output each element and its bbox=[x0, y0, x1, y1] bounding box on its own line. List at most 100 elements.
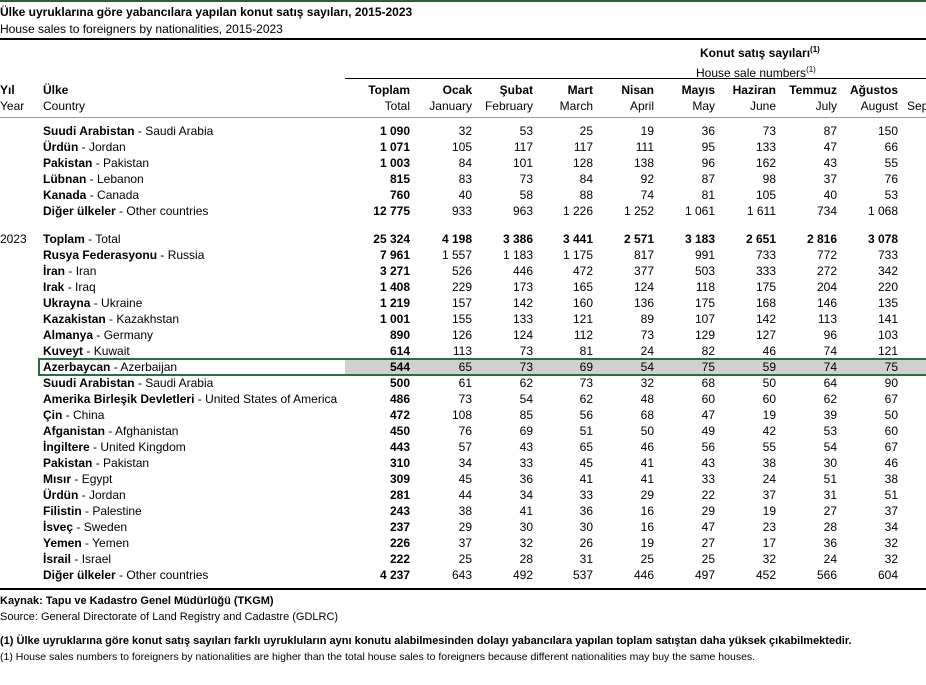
total-cell: 226 bbox=[389, 536, 410, 550]
table-row[interactable]: Pakistan - Pakistan 1 003 84 101 128 138 96 162… bbox=[0, 155, 926, 171]
month-cell: 4 198 bbox=[441, 232, 472, 246]
month-cell: 73 bbox=[519, 172, 533, 186]
month-cell: 124 bbox=[633, 280, 654, 294]
month-cell: 29 bbox=[640, 488, 654, 502]
country-tr: Kuveyt bbox=[43, 344, 84, 358]
month-cell: 50 bbox=[640, 424, 654, 438]
month-cell: 51 bbox=[579, 424, 593, 438]
month-cell: 1 226 bbox=[562, 204, 593, 218]
month-cell: 36 bbox=[519, 472, 533, 486]
table-row[interactable]: Ürdün - Jordan 1 071 105 117 117 111 95 133 47 66 bbox=[0, 139, 926, 155]
country-en: Pakistan bbox=[103, 156, 150, 170]
table-row[interactable]: Azerbaycan - Azerbaijan 544 65 73 69 54 75 59 74… bbox=[0, 358, 926, 376]
country-cell: Diğer ülkeler - Other countries bbox=[43, 204, 209, 218]
country-tr: İran bbox=[43, 264, 66, 278]
header-june-tr: Haziran bbox=[732, 83, 776, 97]
table-row[interactable]: Çin - China 472 108 85 56 68 47 19 39 50 bbox=[0, 407, 926, 423]
month-cell: 66 bbox=[884, 140, 898, 154]
total-cell: 281 bbox=[389, 488, 410, 502]
month-cell: 74 bbox=[823, 360, 837, 374]
header-august-en: August bbox=[860, 99, 898, 113]
month-cell: 734 bbox=[816, 204, 837, 218]
month-cell: 175 bbox=[694, 296, 715, 310]
table-row[interactable]: Filistin - Palestine 243 38 41 36 16 29 19 27 37 bbox=[0, 503, 926, 519]
month-cell: 68 bbox=[701, 376, 715, 390]
country-cell: İran - Iran bbox=[43, 264, 97, 278]
month-cell: 82 bbox=[701, 344, 715, 358]
table-row[interactable]: Rusya Federasyonu - Russia 7 961 1 557 1 18… bbox=[0, 247, 926, 263]
table-row[interactable]: Ukrayna - Ukraine 1 219 157 142 160 136 175 168… bbox=[0, 295, 926, 311]
month-cell: 1 557 bbox=[441, 248, 472, 262]
table-row[interactable]: Afganistan - Afghanistan 450 76 69 51 50 49 42 5… bbox=[0, 423, 926, 439]
month-cell: 73 bbox=[762, 124, 776, 138]
country-tr: Amerika Birleşik Devletleri bbox=[43, 392, 195, 406]
top-border bbox=[0, 0, 926, 2]
month-cell: 62 bbox=[519, 376, 533, 390]
table-row[interactable]: Amerika Birleşik Devletleri - United Sta… bbox=[0, 391, 926, 407]
header-february-en: February bbox=[484, 99, 533, 113]
table-row[interactable]: Pakistan - Pakistan 310 34 33 45 41 43 38 30 46 bbox=[0, 455, 926, 471]
month-cell: 101 bbox=[512, 156, 533, 170]
table-row[interactable]: İsveç - Sweden 237 29 30 30 16 47 23 28 34 bbox=[0, 519, 926, 535]
country-tr: Lübnan bbox=[43, 172, 87, 186]
month-cell: 16 bbox=[640, 520, 654, 534]
country-en: Russia bbox=[167, 248, 205, 262]
month-cell: 56 bbox=[701, 440, 715, 454]
month-cell: 526 bbox=[451, 264, 472, 278]
month-cell: 118 bbox=[695, 280, 715, 294]
month-cell: 31 bbox=[823, 488, 837, 502]
country-tr: Ürdün bbox=[43, 140, 79, 154]
header-march-en: March bbox=[559, 99, 593, 113]
header-country-en: Country bbox=[43, 99, 86, 113]
table-row[interactable]: Kanada - Canada 760 40 58 88 74 81 105 40 53 bbox=[0, 187, 926, 203]
table-row[interactable]: Kazakistan - Kazakhstan 1 001 155 133 121 89 1… bbox=[0, 311, 926, 327]
country-cell: Pakistan - Pakistan bbox=[43, 456, 150, 470]
month-cell: 113 bbox=[452, 344, 472, 358]
month-cell: 46 bbox=[884, 456, 898, 470]
month-cell: 17 bbox=[762, 536, 776, 550]
country-tr: Kanada bbox=[43, 188, 87, 202]
country-cell: İngiltere - United Kingdom bbox=[43, 440, 186, 454]
table-row[interactable]: Lübnan - Lebanon 815 83 73 84 92 87 98 37 76 bbox=[0, 171, 926, 187]
month-cell: 105 bbox=[451, 140, 472, 154]
month-cell: 22 bbox=[701, 488, 715, 502]
month-cell: 117 bbox=[573, 140, 593, 154]
group-header-tr: Konut satış sayıları(1) bbox=[700, 42, 820, 61]
total-cell: 237 bbox=[389, 520, 410, 534]
country-en: Total bbox=[95, 232, 121, 246]
country-en: Saudi Arabia bbox=[145, 376, 214, 390]
table-row[interactable]: Toplam - Total 25 324 4 198 3 386 3 441 2 571… bbox=[0, 231, 926, 247]
table-row[interactable]: Ürdün - Jordan 281 44 34 33 29 22 37 31 51 bbox=[0, 487, 926, 503]
country-cell: Azerbaycan - Azerbaijan bbox=[43, 360, 178, 374]
table-row[interactable]: Mısır - Egypt 309 45 36 41 41 33 24 51 38 bbox=[0, 471, 926, 487]
header-may-en: May bbox=[692, 99, 715, 113]
total-cell: 12 775 bbox=[373, 204, 410, 218]
table-row[interactable]: Suudi Arabistan - Saudi Arabia 500 61 62 73 3… bbox=[0, 375, 926, 391]
table-row[interactable]: Suudi Arabistan - Saudi Arabia 1 090 32 53 2… bbox=[0, 123, 926, 139]
table-row[interactable]: Yemen - Yemen 226 37 32 26 19 27 17 36 32 bbox=[0, 535, 926, 551]
country-tr: İsrail bbox=[43, 552, 72, 566]
group-header-tr-text: Konut satış sayıları bbox=[700, 46, 811, 60]
month-cell: 36 bbox=[701, 124, 715, 138]
table-row[interactable]: İsrail - Israel 222 25 28 31 25 25 32 24 32 bbox=[0, 551, 926, 567]
country-tr: Suudi Arabistan bbox=[43, 376, 135, 390]
month-cell: 96 bbox=[823, 328, 837, 342]
table-row[interactable]: Almanya - Germany 890 126 124 112 73 129 127 96 1… bbox=[0, 327, 926, 343]
table-row[interactable]: Kuveyt - Kuwait 614 113 73 81 24 82 46 74 121 bbox=[0, 343, 926, 359]
month-cell: 933 bbox=[451, 204, 472, 218]
header-august-tr: Ağustos bbox=[850, 83, 898, 97]
table-row[interactable]: İngiltere - United Kingdom 443 57 43 65 46 56 5… bbox=[0, 439, 926, 455]
month-cell: 34 bbox=[458, 456, 472, 470]
total-cell: 25 324 bbox=[373, 232, 410, 246]
table-row[interactable]: Diğer ülkeler - Other countries 4 237 643 4… bbox=[0, 567, 926, 583]
table-row[interactable]: Irak - Iraq 1 408 229 173 165 124 118 175 204 220 bbox=[0, 279, 926, 295]
country-en: Israel bbox=[81, 552, 112, 566]
country-en: United Kingdom bbox=[100, 440, 186, 454]
month-cell: 105 bbox=[755, 188, 776, 202]
table-row[interactable]: Diğer ülkeler - Other countries 12 775 933… bbox=[0, 203, 926, 219]
table-row[interactable]: İran - Iran 3 271 526 446 472 377 503 333 272 342 bbox=[0, 263, 926, 279]
month-cell: 150 bbox=[877, 124, 898, 138]
month-cell: 19 bbox=[640, 536, 654, 550]
total-cell: 450 bbox=[389, 424, 410, 438]
month-cell: 165 bbox=[572, 280, 593, 294]
